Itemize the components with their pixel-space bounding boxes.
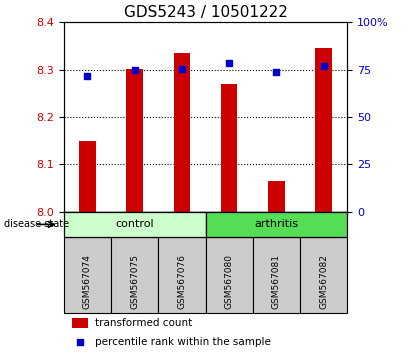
Bar xyxy=(206,212,347,237)
Bar xyxy=(72,318,88,328)
Bar xyxy=(64,237,111,313)
Point xyxy=(132,67,138,73)
Text: GSM567075: GSM567075 xyxy=(130,255,139,309)
Bar xyxy=(173,53,190,212)
Bar xyxy=(300,237,347,313)
Bar xyxy=(111,237,158,313)
Text: transformed count: transformed count xyxy=(95,318,192,328)
Text: arthritis: arthritis xyxy=(254,219,298,229)
Point xyxy=(84,73,90,79)
Text: control: control xyxy=(115,219,154,229)
Text: GSM567074: GSM567074 xyxy=(83,255,92,309)
Bar xyxy=(79,141,96,212)
Bar xyxy=(221,84,238,212)
Point xyxy=(273,70,279,75)
Text: GSM567076: GSM567076 xyxy=(178,255,186,309)
Point xyxy=(76,339,83,345)
Point xyxy=(226,60,233,66)
Text: disease state: disease state xyxy=(4,219,69,229)
Text: GSM567080: GSM567080 xyxy=(225,255,233,309)
Bar xyxy=(158,237,206,313)
Bar xyxy=(315,48,332,212)
Bar xyxy=(64,212,206,237)
Bar xyxy=(126,69,143,212)
Text: GSM567081: GSM567081 xyxy=(272,255,281,309)
Text: GSM567082: GSM567082 xyxy=(319,255,328,309)
Title: GDS5243 / 10501222: GDS5243 / 10501222 xyxy=(124,5,287,20)
Point xyxy=(321,63,327,69)
Point xyxy=(178,66,185,72)
Bar xyxy=(253,237,300,313)
Text: percentile rank within the sample: percentile rank within the sample xyxy=(95,337,271,347)
Bar xyxy=(206,237,253,313)
Bar xyxy=(268,181,285,212)
